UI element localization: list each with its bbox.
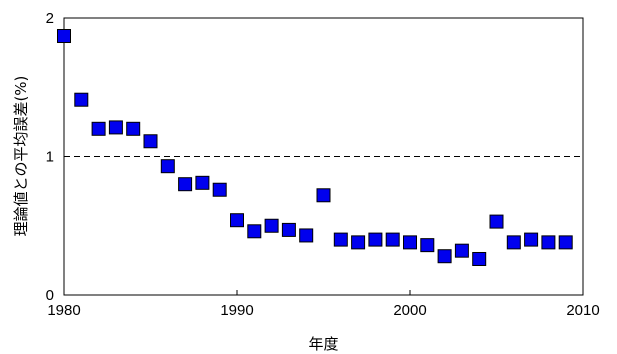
data-point xyxy=(558,235,573,250)
y-axis-ticks: 0 1 2 xyxy=(46,10,69,304)
x-tick-label: 1980 xyxy=(47,302,80,319)
data-point xyxy=(437,249,452,264)
data-point xyxy=(541,235,556,250)
data-point xyxy=(420,238,435,253)
data-point xyxy=(108,120,123,135)
x-tick-label: 2000 xyxy=(393,302,426,319)
x-axis-ticks: 1980 1990 2000 2010 xyxy=(47,290,600,319)
data-point xyxy=(212,182,227,197)
y-tick-label: 1 xyxy=(46,149,54,166)
data-point xyxy=(143,134,158,149)
data-point xyxy=(351,235,366,250)
data-point xyxy=(195,175,210,190)
x-tick-label: 2010 xyxy=(566,302,599,319)
data-point xyxy=(230,213,244,228)
data-point xyxy=(403,235,417,250)
data-point xyxy=(385,232,400,247)
y-axis-title: 理論値との平均誤差(%) xyxy=(12,76,30,237)
reference-lines xyxy=(64,17,583,157)
x-axis-title: 年度 xyxy=(308,335,338,353)
data-point xyxy=(524,232,539,247)
data-point xyxy=(178,177,193,192)
data-point xyxy=(74,92,89,107)
y-tick-label: 0 xyxy=(46,287,54,304)
data-point xyxy=(489,214,504,229)
data-point xyxy=(368,232,383,247)
y-tick-label: 2 xyxy=(46,10,54,27)
data-point xyxy=(57,29,71,44)
data-point xyxy=(316,188,331,203)
data-points xyxy=(57,29,573,266)
data-point xyxy=(264,218,279,233)
data-point xyxy=(299,228,314,243)
data-point xyxy=(160,159,175,174)
data-point xyxy=(91,121,106,136)
x-tick-label: 1990 xyxy=(220,302,253,319)
data-point xyxy=(247,224,262,239)
data-point xyxy=(333,232,348,247)
data-point xyxy=(281,222,296,237)
data-point xyxy=(472,251,487,266)
data-point xyxy=(506,235,521,250)
data-point xyxy=(454,243,469,258)
data-point xyxy=(126,121,141,136)
